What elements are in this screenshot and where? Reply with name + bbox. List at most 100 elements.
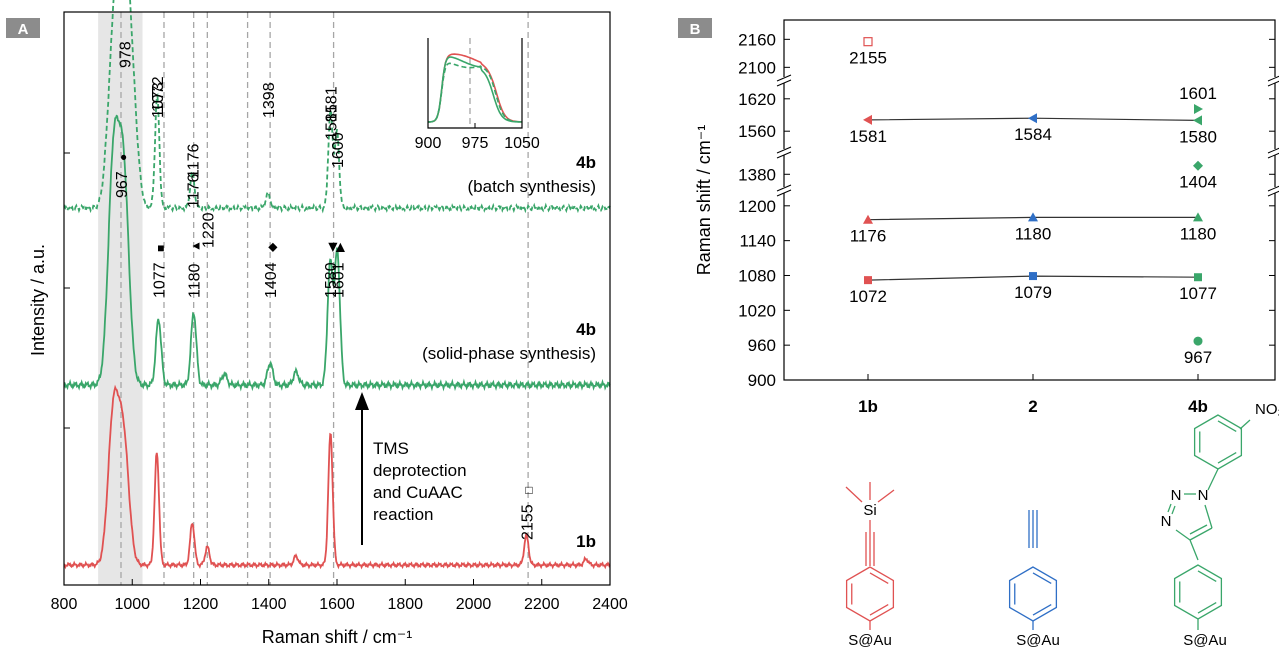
spectrum-1 <box>63 114 611 392</box>
chem-4b-n1-bond <box>1207 468 1219 491</box>
point-8 <box>1193 115 1202 126</box>
chem-4b-n1c5-bond <box>1204 504 1213 529</box>
peak-label-1-0: 967 <box>114 171 131 198</box>
point-label-12: 2155 <box>849 49 887 68</box>
series-names: 4b (batch synthesis) 4b (solid-phase synthe… <box>422 153 596 551</box>
peak-marker-1-5: ▶ <box>332 242 346 252</box>
point-6 <box>863 114 872 125</box>
series-name-2: 1b <box>576 532 596 551</box>
spectrum-0 <box>63 0 611 214</box>
chem-4b-n1-label: N <box>1198 487 1209 504</box>
peak-label-0-4: 1581 <box>324 104 341 140</box>
b-y-tick-label-0-3: 1080 <box>738 266 776 285</box>
chem-4b-link-bond <box>1189 539 1199 561</box>
peak-label-0-0: 978 <box>118 41 135 68</box>
x-tick-label-0: 800 <box>51 596 78 613</box>
point-label-2: 1077 <box>1179 284 1217 303</box>
series-name-1: 4b <box>576 320 596 339</box>
axis-break-b-0 <box>776 189 792 197</box>
axis-break-right-b-0 <box>1267 190 1279 197</box>
chem-2-s-label: S@Au <box>1016 632 1060 648</box>
chem-4b-nn2-bond <box>1167 503 1172 513</box>
point-label-10: 1404 <box>1179 173 1217 192</box>
chem-4b-ring <box>1173 564 1223 620</box>
inset-plot: 900 975 1050 <box>415 38 540 152</box>
point-label-5: 1180 <box>1180 224 1217 243</box>
b-y-tick-label-1-0: 1380 <box>738 165 776 184</box>
inset-curve-2 <box>427 62 522 123</box>
inset-tick-label-0: 900 <box>415 135 442 152</box>
point-3 <box>863 214 873 224</box>
panel-a-label: A <box>18 21 29 38</box>
inset-tick-label-2: 1050 <box>504 135 540 152</box>
chem-1b-si-label: Si <box>863 502 876 519</box>
peak-label-2-3: 1581 <box>324 86 341 122</box>
axis-break-right-a-2 <box>1267 75 1279 82</box>
point-0 <box>864 276 872 285</box>
point-label-0: 1072 <box>849 287 887 306</box>
axis-break-right-b-2 <box>1267 80 1279 87</box>
chem-4b-c5c4-double <box>1189 524 1208 535</box>
b-x-tick-label-1: 2 <box>1028 397 1037 416</box>
point-label-3: 1176 <box>850 227 887 246</box>
chem-4b-no2-label: NO₂ <box>1255 401 1279 418</box>
b-y-tick-label-2-1: 1620 <box>738 90 776 109</box>
panel-a-badge <box>6 18 40 38</box>
point-11 <box>1193 336 1203 346</box>
chem-1b-ring-double-1 <box>869 603 889 616</box>
chem-1b-ring-double-2 <box>869 572 889 585</box>
peak-label-1-3: 1404 <box>263 262 280 298</box>
b-x-tick-label-0: 1b <box>858 397 878 416</box>
x-tick-label-1: 1000 <box>114 596 150 613</box>
x-tick-label-3: 1400 <box>251 596 287 613</box>
annotation-line-0: TMS <box>373 439 409 458</box>
b-y-tick-label-2-0: 1560 <box>738 122 776 141</box>
axis-break-b-1 <box>776 151 792 159</box>
inset-curve-1 <box>427 56 522 123</box>
point-label-6: 1581 <box>849 127 887 146</box>
axis-break-mask-right-0 <box>1269 187 1279 193</box>
spectra <box>63 0 611 570</box>
point-label-8: 1580 <box>1179 127 1217 146</box>
peak-marker-1-0: ● <box>116 154 130 161</box>
axis-break-mask-2 <box>778 77 790 83</box>
peak-label-0-1: 1073 <box>150 82 167 118</box>
series-note-1: (solid-phase synthesis) <box>422 344 596 363</box>
structure-4b: NO₂NNNS@Au <box>1161 401 1279 648</box>
peak-label-0-3: 1398 <box>261 82 278 118</box>
x-tick-label-2: 1200 <box>183 596 219 613</box>
b-y-tick-label-0-0: 900 <box>748 371 776 390</box>
x-tick-label-8: 2400 <box>592 596 628 613</box>
spectrum-2 <box>63 384 611 570</box>
chem-4b-nitro-ring-double-1 <box>1217 451 1237 464</box>
panel-a-x-axis-label: Raman shift / cm⁻¹ <box>262 627 413 647</box>
point-label-9: 1601 <box>1179 84 1217 103</box>
chem-4b-n2-label: N <box>1171 487 1182 504</box>
point-5 <box>1193 212 1203 222</box>
panel-a-axes: 800 1000 1200 1400 1600 1800 2000 2200 2400 <box>51 11 628 613</box>
panel-b-badge <box>678 18 712 38</box>
x-tick-label-6: 2000 <box>456 596 492 613</box>
peak-label-2-1: 1176 <box>185 173 202 208</box>
chem-4b-ring-double-2 <box>1197 570 1217 583</box>
series-name-0: 4b <box>576 153 596 172</box>
point-label-1: 1079 <box>1014 283 1052 302</box>
axis-break-a-1 <box>776 146 792 154</box>
structure-1b: Si S@Au <box>845 482 895 648</box>
panel-b-frame <box>783 19 1276 381</box>
peak-labels: 97810731176139815811600967●1077■1180▲140… <box>114 41 536 540</box>
panel-a: A 97810731176139815811600967●1077■1180▲1… <box>6 0 628 647</box>
chem-1b-s-label: S@Au <box>848 632 892 648</box>
panel-a-y-axis-label: Intensity / a.u. <box>28 244 48 356</box>
b-y-tick-label-3-0: 2100 <box>738 58 776 77</box>
x-tick-label-7: 2200 <box>524 596 560 613</box>
b-y-tick-label-0-5: 1200 <box>738 197 776 216</box>
panel-b-label: B <box>690 21 701 38</box>
chem-4b-nitro-ring <box>1193 414 1243 470</box>
peak-label-2-0: 1072 <box>150 76 167 112</box>
axis-break-right-b-1 <box>1267 152 1279 159</box>
reaction-annotation: TMS deprotection and CuAAC reaction <box>355 392 467 545</box>
point-label-11: 967 <box>1184 348 1212 367</box>
x-tick-label-5: 1800 <box>387 596 423 613</box>
chem-4b-s-label: S@Au <box>1183 632 1227 648</box>
